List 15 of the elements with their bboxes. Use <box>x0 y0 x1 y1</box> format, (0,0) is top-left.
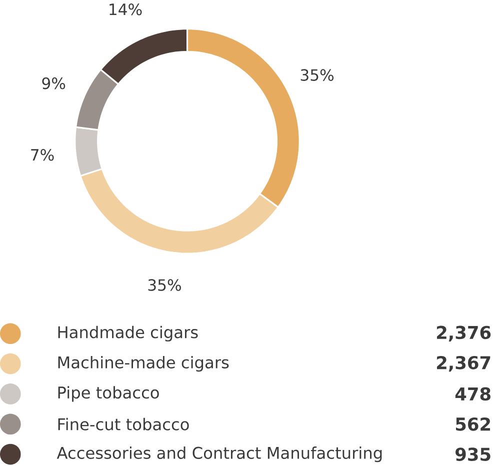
text: 562 <box>456 418 490 432</box>
data-label: 9% <box>42 78 66 90</box>
data-label: 35% <box>300 69 334 82</box>
legend-label: Pipe tobacco <box>58 386 159 402</box>
legend-label: Fine-cut tobacco <box>58 418 189 431</box>
data-label: 7% <box>31 149 54 161</box>
text: 2,376 <box>437 326 491 342</box>
legend-label: Accessories and Contract Manufacturing <box>56 446 382 462</box>
text: 478 <box>455 387 490 401</box>
legend-label: Handmade cigars <box>58 326 198 342</box>
legend-label: Machine-made cigars <box>58 356 229 372</box>
text: 2,367 <box>437 356 490 372</box>
data-label: 35% <box>148 279 181 292</box>
text: 935 <box>456 448 490 462</box>
data-label: 14% <box>110 4 142 16</box>
